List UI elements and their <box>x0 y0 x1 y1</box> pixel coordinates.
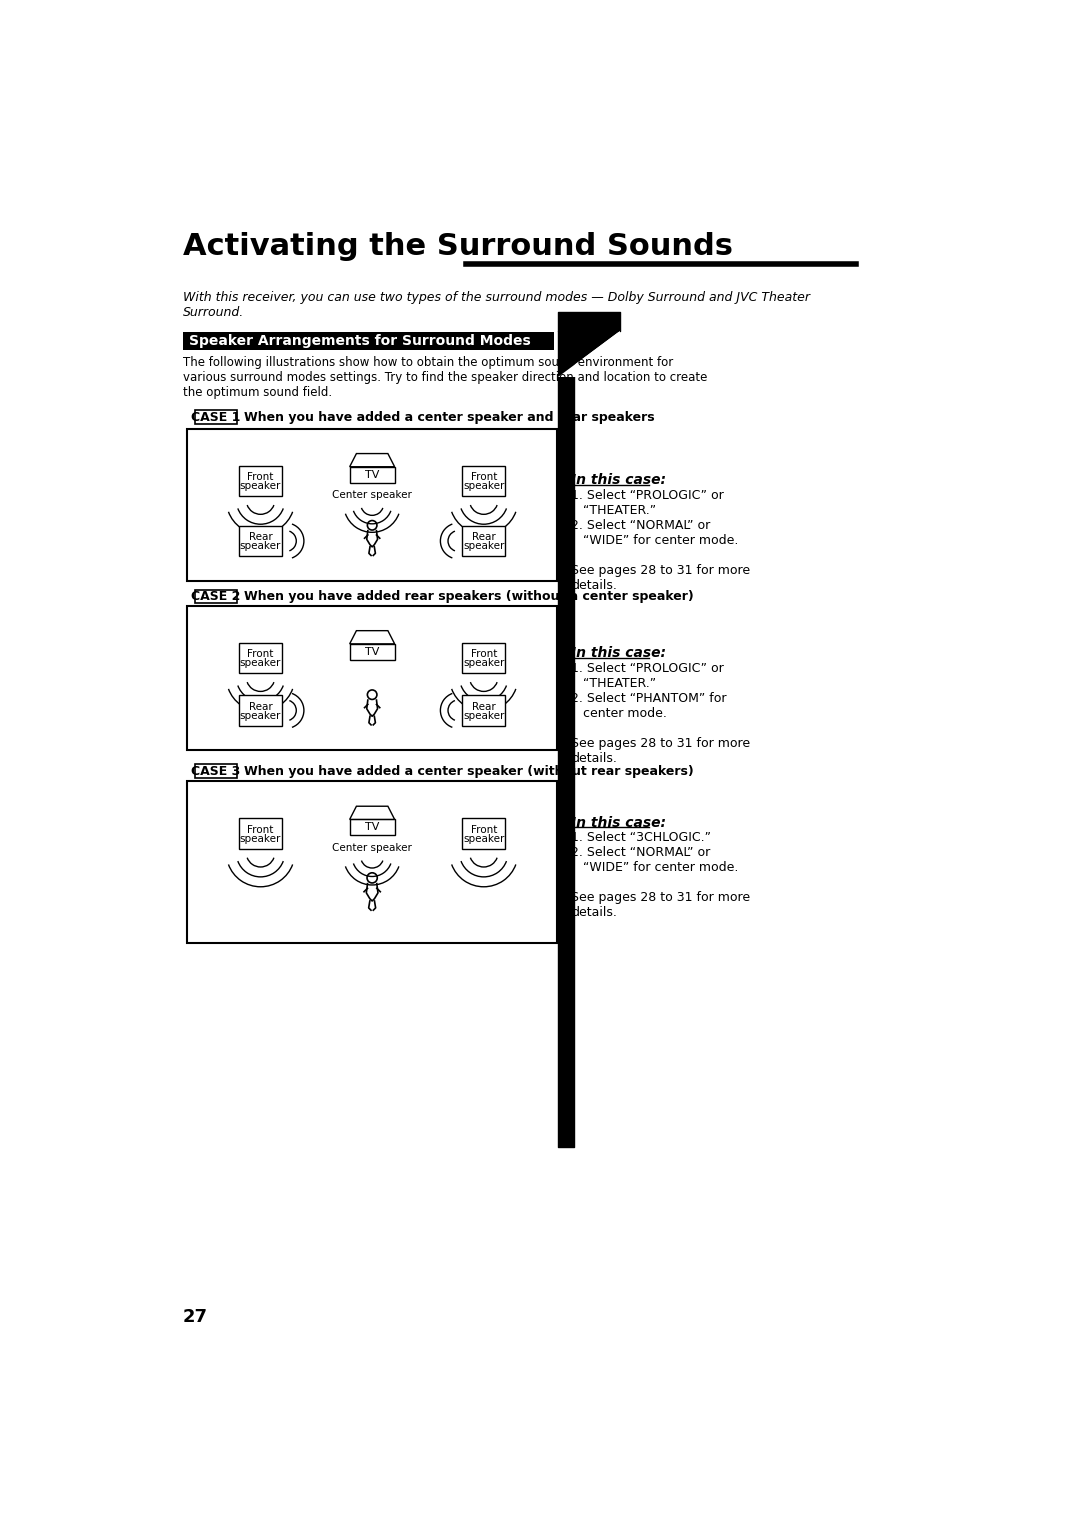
FancyBboxPatch shape <box>350 819 394 836</box>
FancyBboxPatch shape <box>240 465 282 496</box>
Text: Front: Front <box>247 649 273 660</box>
Text: When you have added a center speaker and rear speakers: When you have added a center speaker and… <box>243 410 654 424</box>
FancyBboxPatch shape <box>462 465 505 496</box>
Text: speaker: speaker <box>240 834 281 844</box>
Text: Front: Front <box>247 472 273 482</box>
FancyBboxPatch shape <box>194 589 238 603</box>
FancyBboxPatch shape <box>187 781 557 943</box>
FancyBboxPatch shape <box>240 525 282 556</box>
Text: When you have added rear speakers (without a center speaker): When you have added rear speakers (witho… <box>243 589 693 603</box>
FancyBboxPatch shape <box>240 643 282 674</box>
Text: speaker: speaker <box>463 481 504 491</box>
Text: Front: Front <box>471 472 497 482</box>
FancyBboxPatch shape <box>350 645 394 660</box>
Polygon shape <box>558 331 620 377</box>
Text: CASE 3: CASE 3 <box>191 764 241 778</box>
Text: speaker: speaker <box>463 834 504 844</box>
Text: Front: Front <box>471 825 497 834</box>
Text: Rear: Rear <box>472 701 496 712</box>
Text: In this case:: In this case: <box>571 473 666 487</box>
Text: In this case:: In this case: <box>571 646 666 660</box>
Text: speaker: speaker <box>463 542 504 551</box>
Text: With this receiver, you can use two types of the surround modes — Dolby Surround: With this receiver, you can use two type… <box>183 291 810 318</box>
Text: 27: 27 <box>183 1307 208 1326</box>
Text: Center speaker: Center speaker <box>333 844 413 853</box>
FancyBboxPatch shape <box>462 695 505 726</box>
Text: 1. Select “3CHLOGIC.”
2. Select “NORMAL” or
   “WIDE” for center mode.

See page: 1. Select “3CHLOGIC.” 2. Select “NORMAL”… <box>571 831 751 919</box>
Text: CASE 1: CASE 1 <box>191 410 241 424</box>
Text: Rear: Rear <box>248 701 272 712</box>
Text: speaker: speaker <box>240 658 281 669</box>
Text: CASE 2: CASE 2 <box>191 589 241 603</box>
FancyBboxPatch shape <box>240 695 282 726</box>
FancyBboxPatch shape <box>240 818 282 850</box>
FancyBboxPatch shape <box>194 410 238 424</box>
Polygon shape <box>350 453 394 467</box>
Text: The following illustrations show how to obtain the optimum sound environment for: The following illustrations show how to … <box>183 357 707 400</box>
Text: speaker: speaker <box>240 481 281 491</box>
Text: TV: TV <box>365 822 379 833</box>
Text: In this case:: In this case: <box>571 816 666 830</box>
FancyBboxPatch shape <box>194 764 238 778</box>
FancyBboxPatch shape <box>187 429 557 582</box>
Text: Front: Front <box>471 649 497 660</box>
Polygon shape <box>350 631 394 645</box>
Text: 1. Select “PROLOGIC” or
   “THEATER.”
2. Select “PHANTOM” for
   center mode.

S: 1. Select “PROLOGIC” or “THEATER.” 2. Se… <box>571 661 751 766</box>
Text: When you have added a center speaker (without rear speakers): When you have added a center speaker (wi… <box>243 764 693 778</box>
Polygon shape <box>350 807 394 819</box>
Text: Front: Front <box>247 825 273 834</box>
FancyBboxPatch shape <box>462 525 505 556</box>
Text: 1. Select “PROLOGIC” or
   “THEATER.”
2. Select “NORMAL” or
   “WIDE” for center: 1. Select “PROLOGIC” or “THEATER.” 2. Se… <box>571 488 751 591</box>
Text: Rear: Rear <box>472 533 496 542</box>
FancyBboxPatch shape <box>187 606 557 750</box>
Text: speaker: speaker <box>463 658 504 669</box>
FancyBboxPatch shape <box>462 643 505 674</box>
FancyBboxPatch shape <box>183 332 554 351</box>
Text: Activating the Surround Sounds: Activating the Surround Sounds <box>183 233 733 262</box>
FancyBboxPatch shape <box>350 467 394 482</box>
Text: speaker: speaker <box>240 710 281 721</box>
Text: Rear: Rear <box>248 533 272 542</box>
Text: speaker: speaker <box>240 542 281 551</box>
Text: Center speaker: Center speaker <box>333 490 413 501</box>
Polygon shape <box>558 331 620 377</box>
Text: speaker: speaker <box>463 710 504 721</box>
Text: TV: TV <box>365 648 379 657</box>
FancyBboxPatch shape <box>462 818 505 850</box>
Text: Speaker Arrangements for Surround Modes: Speaker Arrangements for Surround Modes <box>189 334 531 348</box>
Text: TV: TV <box>365 470 379 479</box>
